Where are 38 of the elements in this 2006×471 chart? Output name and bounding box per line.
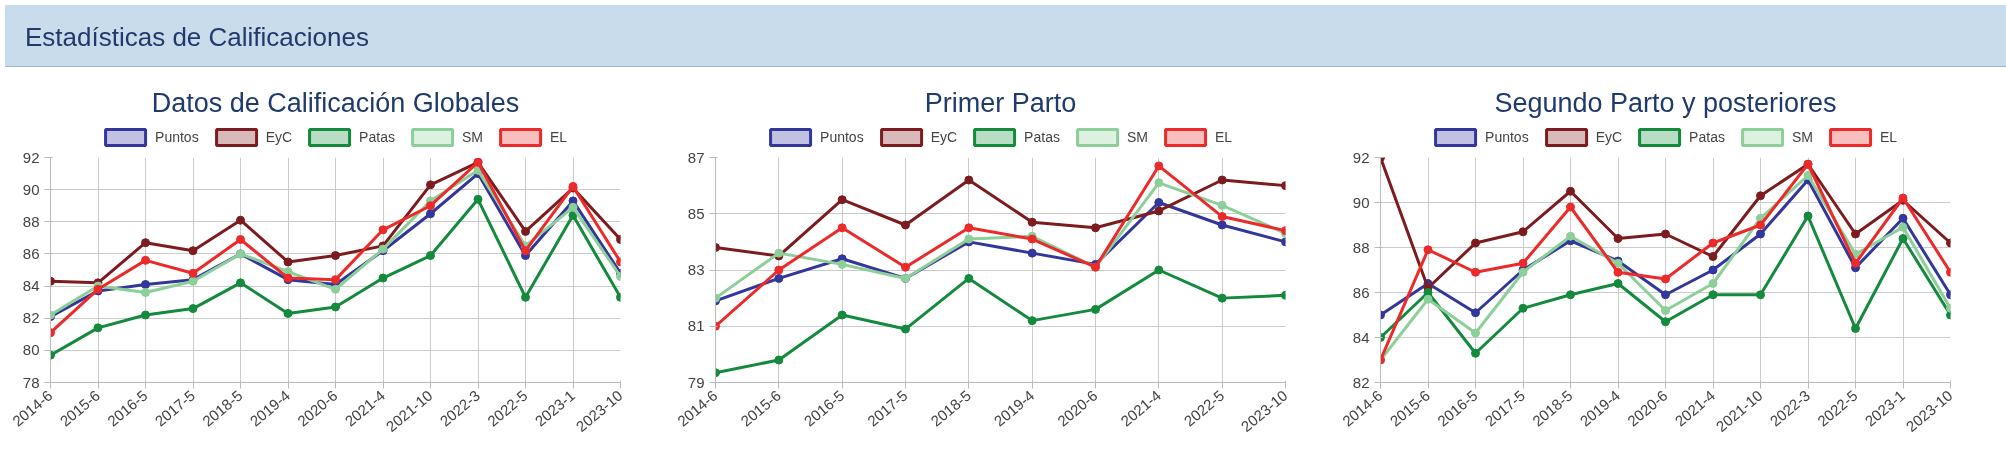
chart-title: Datos de Calificación Globales: [151, 87, 520, 118]
legend-label: Patas: [359, 129, 395, 145]
y-tick-label: 84: [1352, 328, 1370, 346]
y-tick-label: 81: [687, 317, 705, 335]
y-tick-label: 88: [22, 212, 40, 230]
legend-label: EL: [549, 129, 569, 145]
legend-label: SM: [1791, 129, 1813, 145]
y-tick-label: 82: [22, 309, 40, 327]
legend-label: Patas: [1689, 129, 1725, 145]
y-tick-label: 78: [22, 373, 40, 391]
y-tick-label: 92: [1352, 148, 1370, 166]
chart-title: Primer Parto: [924, 87, 1077, 118]
y-tick-label: 85: [687, 204, 705, 222]
legend-label: EyC: [1595, 129, 1623, 145]
y-tick-label: 82: [1352, 373, 1370, 391]
legend-label: Patas: [1024, 129, 1060, 145]
legend-label: Puntos: [155, 129, 199, 145]
legend-label: SM: [1126, 129, 1148, 145]
y-tick-label: 90: [22, 180, 40, 198]
y-tick-label: 86: [1352, 283, 1370, 301]
text: Estadísticas de Calificaciones: [25, 21, 369, 54]
y-tick-label: 92: [22, 148, 40, 166]
y-tick-label: 80: [22, 341, 40, 359]
y-tick-label: 90: [1352, 193, 1370, 211]
y-tick-label: 86: [22, 244, 40, 262]
y-tick-label: 83: [687, 261, 705, 278]
y-tick-label: 87: [687, 148, 705, 166]
legend-label: EL: [1214, 129, 1234, 145]
y-tick-label: 88: [1352, 238, 1370, 256]
y-tick-label: 84: [22, 277, 40, 295]
legend-label: EL: [1879, 129, 1899, 145]
legend-label: EyC: [930, 129, 958, 145]
legend-label: EyC: [265, 129, 293, 145]
legend-label: SM: [461, 129, 483, 145]
legend-label: Puntos: [1485, 129, 1529, 145]
chart-title: Segundo Parto y posteriores: [1494, 87, 1837, 118]
legend-label: Puntos: [820, 129, 864, 145]
y-tick-label: 79: [687, 373, 705, 391]
